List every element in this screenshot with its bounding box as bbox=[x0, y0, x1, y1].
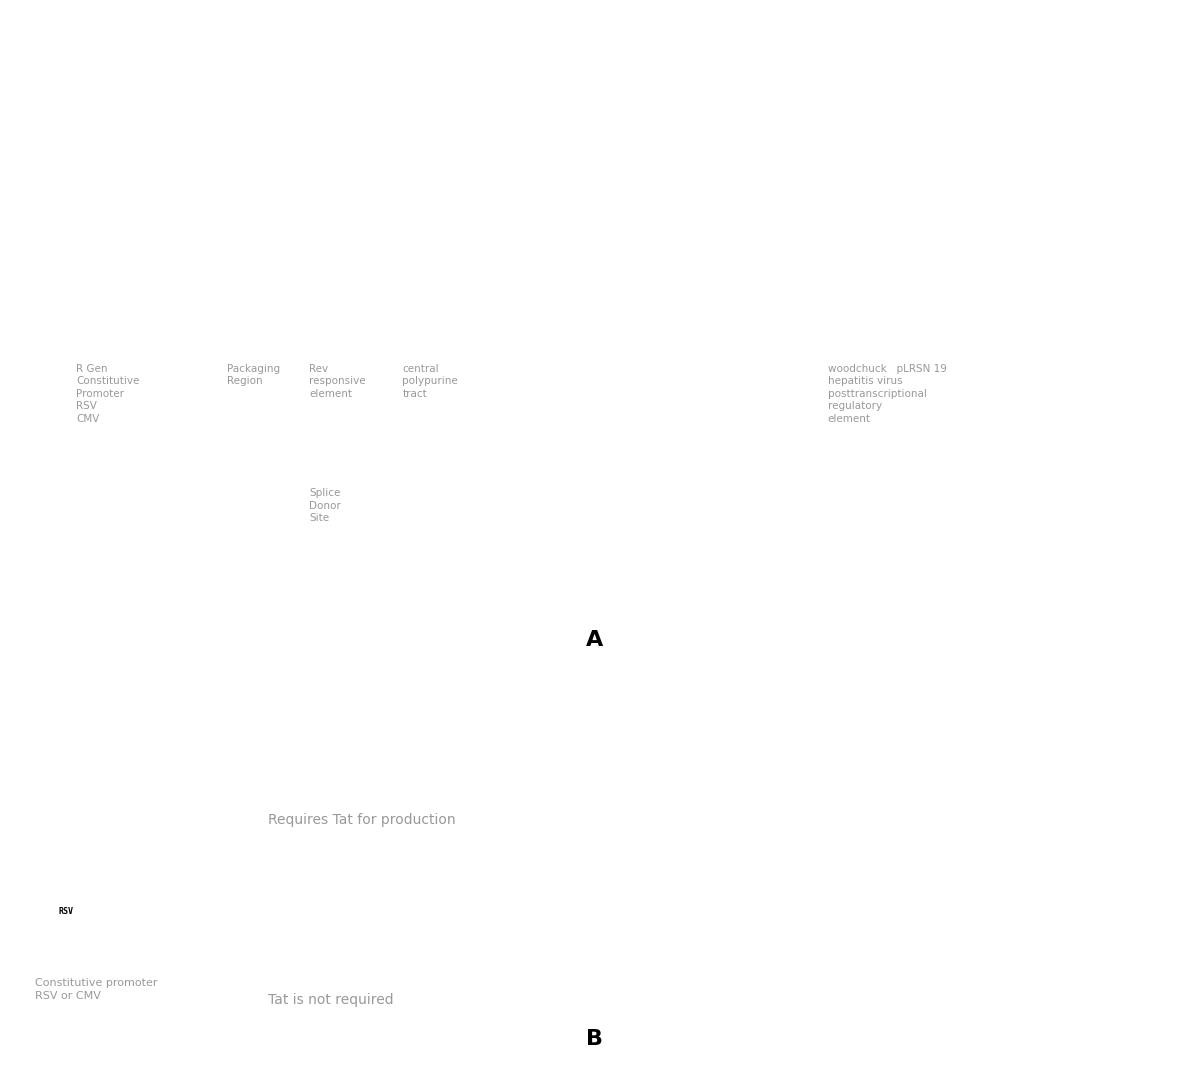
FancyArrow shape bbox=[76, 244, 140, 295]
Bar bbox=[851, 227, 984, 311]
Text: RSV: RSV bbox=[58, 907, 74, 916]
Text: ΔU3 RU5: ΔU3 RU5 bbox=[996, 263, 1049, 276]
Text: 5'LTR: 5'LTR bbox=[96, 78, 137, 92]
Text: woodchuck   pLRSN 19
hepatitis virus
posttranscriptional
regulatory
element: woodchuck pLRSN 19 hepatitis virus postt… bbox=[828, 364, 946, 424]
Text: RU5: RU5 bbox=[126, 920, 149, 932]
Text: B: B bbox=[586, 1028, 603, 1049]
Text: Splice
Donor
Site: Splice Donor Site bbox=[309, 488, 341, 523]
Text: RU5: RU5 bbox=[88, 752, 111, 765]
Text: Tat is not required: Tat is not required bbox=[269, 993, 394, 1007]
Text: Generation vector: Generation vector bbox=[107, 668, 421, 701]
Text: Packaging
Region: Packaging Region bbox=[227, 364, 281, 387]
Bar bbox=[757, 741, 926, 775]
Text: Requires Tat for production: Requires Tat for production bbox=[269, 813, 455, 827]
Text: RRE: RRE bbox=[309, 78, 333, 92]
Text: ΔU3 RU5: ΔU3 RU5 bbox=[944, 752, 996, 765]
Text: SIN: SIN bbox=[1101, 846, 1132, 864]
Text: Constitutive promoter
RSV or CMV: Constitutive promoter RSV or CMV bbox=[36, 978, 158, 1001]
Text: cPPT: cPPT bbox=[375, 78, 407, 92]
Text: Rev
responsive
element: Rev responsive element bbox=[309, 364, 366, 398]
Text: A: A bbox=[586, 630, 603, 649]
FancyArrow shape bbox=[49, 912, 99, 939]
Text: ψ SD: ψ SD bbox=[218, 78, 250, 92]
Text: ΔU3 RU5: ΔU3 RU5 bbox=[926, 920, 979, 932]
Text: ΔPRE: ΔPRE bbox=[881, 78, 913, 92]
Text: central
polypurine
tract: central polypurine tract bbox=[402, 364, 458, 398]
Text: RU5: RU5 bbox=[152, 263, 175, 276]
Bar bbox=[751, 910, 910, 941]
Text: SIN3'LTR: SIN3'LTR bbox=[1023, 78, 1087, 92]
Text: R Gen
Constitutive
Promoter
RSV
CMV: R Gen Constitutive Promoter RSV CMV bbox=[76, 364, 139, 424]
Text: SIN: SIN bbox=[1101, 668, 1132, 686]
Text: 8 KB: 8 KB bbox=[600, 194, 635, 210]
Text: nd: nd bbox=[96, 673, 119, 691]
Text: 3rd Generation vector: 3rd Generation vector bbox=[58, 846, 427, 879]
Text: 2: 2 bbox=[58, 668, 80, 701]
